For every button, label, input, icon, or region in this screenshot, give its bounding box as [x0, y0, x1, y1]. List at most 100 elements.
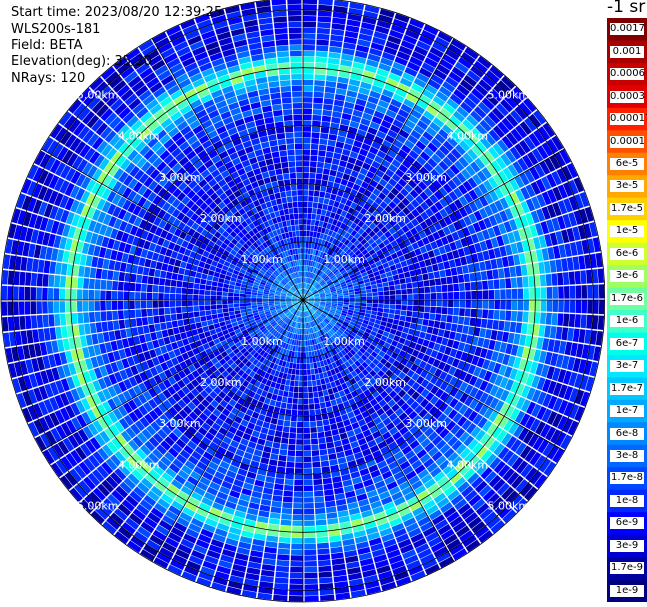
ppi-cell — [289, 380, 295, 387]
ppi-cell — [57, 440, 70, 455]
ppi-cell — [293, 303, 299, 307]
ppi-cell — [346, 268, 353, 274]
ppi-cell — [552, 202, 562, 217]
ppi-cell — [363, 351, 371, 358]
ppi-cell — [388, 344, 396, 352]
ppi-cell — [143, 379, 153, 390]
ppi-cell — [325, 151, 334, 158]
ppi-cell — [463, 435, 475, 447]
ppi-cell — [505, 278, 512, 289]
ppi-cell — [400, 260, 408, 268]
ppi-cell — [591, 315, 599, 330]
ppi-cell — [343, 321, 350, 326]
ppi-cell — [60, 422, 72, 437]
ppi-cell — [561, 229, 570, 244]
ppi-cell — [249, 356, 256, 363]
ppi-cell — [194, 316, 201, 323]
ppi-cell — [454, 332, 462, 342]
ppi-cell — [308, 296, 314, 299]
ppi-cell — [288, 306, 294, 310]
ppi-cell — [446, 276, 453, 285]
ppi-cell — [413, 444, 424, 455]
ppi-cell — [55, 326, 63, 339]
ppi-cell — [517, 288, 524, 299]
ppi-cell — [359, 268, 367, 274]
ppi-cell — [477, 337, 485, 348]
ppi-cell — [444, 384, 454, 394]
ppi-cell — [309, 328, 312, 334]
ppi-cell — [44, 414, 55, 429]
ppi-cell — [319, 257, 324, 264]
ppi-cell — [292, 327, 296, 334]
ppi-cell — [408, 410, 418, 420]
ppi-cell — [239, 297, 245, 300]
ppi-cell — [413, 300, 419, 306]
ppi-cell — [434, 278, 442, 286]
ppi-cell — [197, 426, 208, 436]
ppi-cell — [493, 341, 502, 352]
ppi-cell — [321, 312, 327, 317]
ppi-cell — [329, 310, 336, 314]
ppi-cell — [320, 295, 326, 298]
ppi-cell — [318, 220, 324, 227]
ppi-cell — [411, 335, 419, 343]
ppi-cell — [200, 278, 207, 285]
ppi-cell — [289, 326, 293, 333]
ppi-cell — [597, 315, 605, 330]
ppi-cell — [388, 104, 400, 114]
ppi-cell — [471, 144, 483, 157]
ppi-cell — [368, 165, 378, 174]
ppi-cell — [494, 200, 504, 212]
ppi-cell — [501, 432, 513, 446]
ppi-cell — [211, 357, 219, 365]
ppi-cell — [144, 413, 155, 424]
ppi-cell — [507, 164, 519, 177]
ppi-cell — [335, 272, 342, 278]
ppi-cell — [37, 259, 45, 273]
ppi-cell — [313, 293, 319, 296]
ppi-cell — [502, 468, 515, 482]
ppi-cell — [416, 72, 430, 84]
ppi-cell — [497, 170, 509, 183]
ppi-cell — [346, 181, 355, 189]
ppi-cell — [380, 94, 392, 104]
ppi-cell — [236, 331, 243, 338]
ppi-cell — [422, 319, 429, 326]
ppi-cell — [325, 80, 337, 88]
ppi-cell — [387, 149, 397, 159]
ppi-cell — [108, 330, 116, 341]
ppi-cell — [310, 286, 315, 292]
ppi-cell — [464, 489, 478, 502]
ppi-cell — [393, 471, 405, 481]
ppi-cell — [489, 397, 500, 410]
ppi-cell — [216, 291, 223, 296]
ppi-cell — [334, 379, 341, 387]
ppi-cell — [195, 272, 202, 279]
ppi-cell — [313, 190, 320, 197]
ppi-cell — [191, 388, 200, 397]
ppi-cell — [392, 431, 402, 441]
ppi-cell — [446, 251, 454, 261]
ppi-cell — [330, 423, 338, 431]
ppi-cell — [399, 460, 411, 471]
ppi-cell — [395, 421, 406, 431]
ppi-cell — [246, 326, 253, 332]
ppi-cell — [379, 412, 389, 421]
ppi-cell — [375, 394, 384, 403]
ppi-cell — [419, 191, 429, 201]
ppi-cell — [326, 315, 332, 321]
ppi-cell — [310, 225, 315, 232]
ppi-cell — [439, 443, 451, 455]
ppi-cell — [401, 300, 408, 305]
ppi-cell — [228, 464, 239, 474]
ppi-cell — [43, 399, 54, 414]
ppi-cell — [296, 340, 299, 346]
ppi-cell — [476, 357, 485, 368]
ppi-cell — [575, 343, 584, 358]
ppi-cell — [48, 314, 55, 327]
ppi-cell — [587, 300, 593, 314]
ppi-cell — [336, 82, 348, 90]
ppi-cell — [351, 363, 358, 370]
ppi-cell — [118, 464, 131, 477]
ppi-cell — [358, 329, 365, 335]
